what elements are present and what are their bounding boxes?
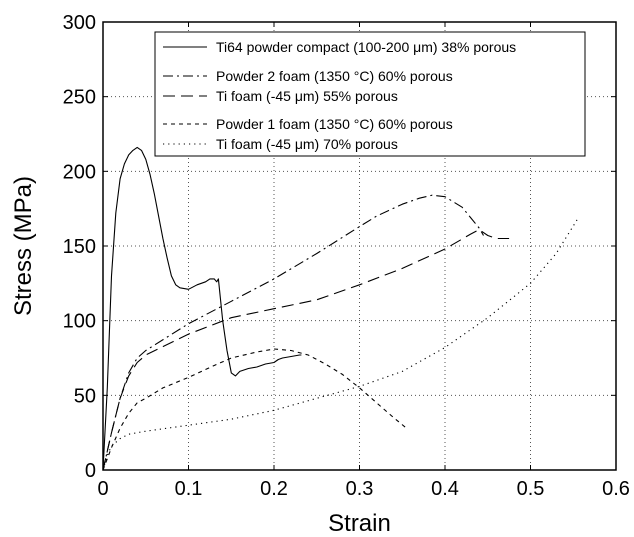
x-tick-label: 0.6 [602, 478, 630, 500]
x-tick-label: 0 [97, 478, 108, 500]
legend-label: Powder 1 foam (1350 °C) 60% porous [216, 116, 453, 132]
series-line-4 [102, 348, 407, 471]
legend-label: Powder 2 foam (1350 °C) 60% porous [216, 68, 453, 84]
legend-label: Ti foam (-45 μm) 55% porous [216, 88, 398, 104]
legend-label: Ti foam (-45 μm) 70% porous [216, 136, 398, 152]
x-tick-label: 0.4 [431, 478, 459, 500]
y-tick-label: 300 [63, 12, 96, 34]
x-tick-label: 0.5 [517, 478, 545, 500]
legend: Ti64 powder compact (100-200 μm) 38% por… [154, 31, 586, 157]
y-axis-label: Stress (MPa) [10, 176, 37, 316]
x-tick-label: 0.3 [346, 478, 374, 500]
y-tick-label: 200 [63, 161, 96, 183]
series-line-2 [102, 194, 484, 471]
y-tick-label: 50 [74, 385, 96, 407]
y-tick-label: 150 [63, 236, 96, 258]
series-line-5 [102, 218, 578, 471]
x-tick-label: 0.1 [175, 478, 203, 500]
y-tick-label: 250 [63, 87, 96, 109]
legend-label: Ti64 powder compact (100-200 μm) 38% por… [216, 39, 516, 55]
y-tick-label: 0 [85, 460, 96, 482]
y-tick-label: 100 [63, 311, 96, 333]
ticks: 0 0.1 0.2 0.3 0.4 0.5 0.6 0 50 100 150 200 250 300 [63, 12, 630, 500]
x-tick-label: 0.2 [260, 478, 288, 500]
series-layer [102, 146, 578, 471]
x-axis-label: Strain [328, 510, 391, 537]
series-line-1 [102, 146, 302, 471]
legend-box [154, 31, 586, 157]
series-line-3 [102, 229, 510, 471]
